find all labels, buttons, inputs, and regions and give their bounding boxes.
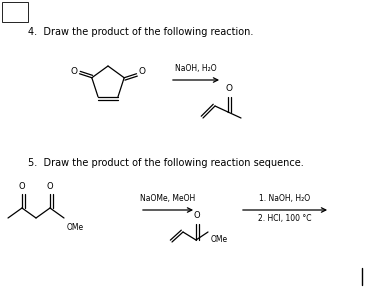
Text: O: O	[194, 211, 200, 220]
Text: OMe: OMe	[67, 223, 84, 232]
Text: O: O	[47, 182, 53, 191]
Text: NaOH, H₂O: NaOH, H₂O	[175, 64, 217, 73]
Text: 1. NaOH, H₂O: 1. NaOH, H₂O	[259, 194, 310, 203]
Text: OMe: OMe	[211, 235, 228, 244]
Text: O: O	[138, 67, 145, 76]
Text: NaOMe, MeOH: NaOMe, MeOH	[140, 194, 196, 203]
Text: 2. HCl, 100 °C: 2. HCl, 100 °C	[258, 214, 312, 223]
Text: O: O	[71, 67, 78, 76]
Text: O: O	[225, 84, 232, 93]
Text: 5.  Draw the product of the following reaction sequence.: 5. Draw the product of the following rea…	[28, 158, 304, 168]
Bar	[2, 2, 28, 22]
Text: 4.  Draw the product of the following reaction.: 4. Draw the product of the following rea…	[28, 27, 253, 37]
Text: O: O	[19, 182, 25, 191]
